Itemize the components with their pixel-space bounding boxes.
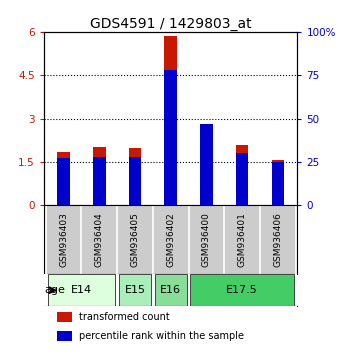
Text: GSM936400: GSM936400 [202, 212, 211, 267]
Bar [200, 124, 213, 205]
Text: GSM936405: GSM936405 [130, 212, 140, 267]
Bar [129, 156, 141, 205]
Text: GSM936406: GSM936406 [273, 212, 282, 267]
Bar [236, 153, 248, 205]
Text: GSM936403: GSM936403 [59, 212, 68, 267]
Bar [271, 162, 284, 205]
Bar [57, 312, 72, 322]
Text: E16: E16 [160, 285, 181, 295]
Text: transformed count: transformed count [79, 313, 170, 322]
Text: percentile rank within the sample: percentile rank within the sample [79, 331, 244, 341]
Bar [57, 158, 70, 205]
Bar [271, 160, 284, 205]
Bar [190, 274, 294, 306]
Text: E15: E15 [124, 285, 145, 295]
Bar [154, 274, 187, 306]
Bar [48, 274, 115, 306]
Text: E17.5: E17.5 [226, 285, 258, 295]
Bar [129, 148, 141, 205]
Bar [119, 274, 151, 306]
Bar [57, 152, 70, 205]
Text: age: age [44, 285, 65, 295]
Text: E14: E14 [71, 285, 92, 295]
Bar [200, 147, 213, 205]
Bar [165, 70, 177, 205]
Bar [236, 145, 248, 205]
Bar [57, 331, 72, 341]
Text: GSM936402: GSM936402 [166, 212, 175, 267]
Bar [93, 147, 105, 205]
Text: GSM936401: GSM936401 [238, 212, 247, 267]
Text: GSM936404: GSM936404 [95, 212, 104, 267]
Title: GDS4591 / 1429803_at: GDS4591 / 1429803_at [90, 17, 251, 31]
Bar [165, 36, 177, 205]
Bar [93, 156, 105, 205]
